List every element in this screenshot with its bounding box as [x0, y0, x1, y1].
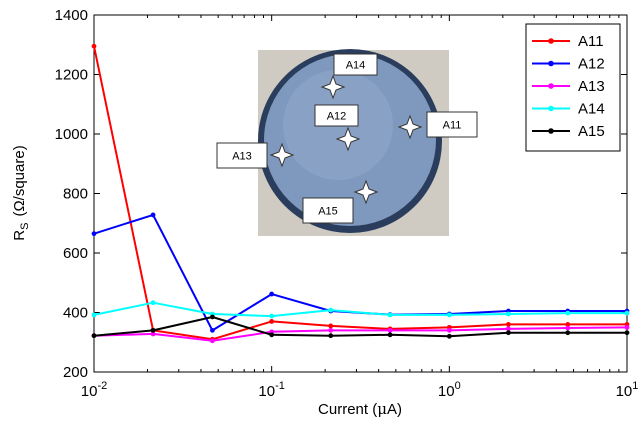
legend-label-A15: A15 — [578, 123, 605, 140]
data-point-A14-4 — [328, 307, 334, 313]
inset-star-marker-4 — [353, 179, 379, 205]
inset-star-marker-0 — [320, 74, 346, 100]
y-axis-label-unit: (Ω/square) — [11, 145, 28, 216]
y-tick-label-2: 600 — [63, 245, 88, 262]
inset-wafer-photo: A14 A12 A11 A13 A15 — [216, 49, 478, 236]
y-tick-label-5: 1200 — [55, 67, 88, 84]
y-axis-label-sub: S — [19, 223, 31, 230]
y-tick-label-1: 400 — [63, 305, 88, 322]
legend-marker-A13 — [548, 83, 554, 89]
inset-label-box-0 — [333, 53, 378, 76]
data-point-A13-7 — [505, 326, 511, 332]
x-tick-label-base: 10 — [616, 383, 633, 400]
legend: A11 A12 A13 A14 A15 — [525, 23, 621, 152]
series-line-A13 — [93, 326, 628, 342]
legend-marker-A11 — [548, 38, 554, 44]
inset-label-0: A14 — [346, 60, 366, 72]
data-point-A15-1 — [150, 327, 156, 333]
data-point-A15-5 — [387, 332, 393, 338]
data-point-A13-6 — [446, 327, 452, 333]
y-tick-label-6: 1400 — [55, 7, 88, 24]
data-point-A15-2 — [210, 314, 215, 320]
data-point-A12-2 — [210, 327, 215, 333]
x-axis-label-mu: μ — [377, 400, 387, 418]
data-point-A14-3 — [269, 313, 275, 319]
series-line-A15 — [93, 316, 627, 338]
inset-star-marker-1 — [335, 126, 361, 152]
data-point-A14-8 — [565, 310, 571, 316]
data-point-A13-5 — [387, 327, 393, 333]
inset-label-1: A12 — [327, 111, 347, 123]
y-tick-label-3: 800 — [63, 186, 88, 203]
data-point-A14-7 — [505, 311, 511, 317]
inset-label-box-4 — [302, 197, 354, 224]
data-point-A14-6 — [446, 312, 452, 318]
x-tick-label-2: 100 — [438, 380, 461, 400]
inset-label-2: A11 — [443, 120, 462, 132]
y-tick-label-4: 1000 — [55, 126, 88, 143]
legend-marker-A14 — [548, 105, 554, 112]
data-point-A12-0 — [91, 231, 97, 237]
legend-label-A12: A12 — [578, 56, 605, 73]
inset-label-4: A15 — [318, 206, 338, 218]
y-tick-label-0: 200 — [63, 364, 88, 381]
legend-marker-A15 — [548, 128, 554, 134]
inset-star-marker-2 — [397, 114, 423, 140]
y-axis-label: RS (Ω/square) — [11, 145, 31, 240]
data-point-A12-1 — [150, 212, 156, 218]
x-tick-label-exponent: 0 — [455, 380, 461, 392]
data-point-A14-5 — [387, 312, 393, 318]
data-point-A13-9 — [624, 324, 630, 330]
data-point-A15-4 — [328, 333, 334, 339]
data-point-A11-7 — [505, 322, 511, 327]
x-axis-label-unit: A) — [387, 401, 402, 418]
x-tick-label-3: 101 — [616, 380, 639, 400]
x-tick-label-base: 10 — [258, 383, 275, 400]
legend-label-A14: A14 — [578, 101, 605, 118]
data-point-A15-0 — [91, 333, 97, 339]
legend-label-A13: A13 — [578, 78, 605, 95]
data-point-A11-3 — [269, 319, 275, 324]
data-point-A13-2 — [210, 338, 215, 344]
inset-label-3: A13 — [232, 151, 252, 163]
series-layer — [91, 43, 630, 344]
inset-label-box-2 — [426, 111, 478, 138]
inset-label-box-3 — [216, 142, 268, 169]
y-axis-label-main: R — [11, 230, 28, 241]
data-point-A15-7 — [505, 330, 511, 336]
legend-marker-A12 — [548, 60, 554, 67]
inset-star-marker-3 — [269, 142, 295, 168]
data-point-A13-4 — [328, 327, 334, 333]
x-tick-label-0: 10-2 — [81, 380, 107, 400]
data-point-A13-1 — [150, 331, 156, 337]
data-point-A14-9 — [624, 310, 630, 316]
legend-box — [525, 23, 621, 152]
data-point-A15-8 — [565, 330, 571, 336]
data-point-A14-1 — [150, 300, 156, 306]
inset-label-box-1 — [314, 104, 359, 127]
x-tick-label-exponent: 1 — [632, 380, 638, 392]
x-tick-label-exponent: -2 — [97, 380, 107, 392]
data-point-A11-0 — [91, 43, 97, 49]
data-point-A15-3 — [269, 332, 275, 338]
legend-label-A11: A11 — [578, 33, 604, 50]
data-point-A13-8 — [565, 325, 571, 331]
x-tick-label-base: 10 — [438, 383, 455, 400]
x-tick-label-1: 10-1 — [258, 380, 284, 400]
data-point-A14-0 — [91, 312, 97, 318]
x-tick-label-base: 10 — [81, 383, 98, 400]
x-tick-label-exponent: -1 — [275, 380, 285, 392]
x-axis-label-main: Current ( — [318, 401, 377, 418]
data-point-A11-4 — [328, 323, 334, 329]
data-point-A11-8 — [565, 322, 571, 327]
data-point-A12-3 — [269, 291, 275, 297]
x-axis-label: Current (μA) — [318, 400, 402, 418]
data-point-A15-6 — [446, 333, 452, 339]
data-point-A15-9 — [624, 330, 630, 336]
series-line-A11 — [93, 45, 627, 341]
series-line-A14 — [93, 301, 627, 318]
